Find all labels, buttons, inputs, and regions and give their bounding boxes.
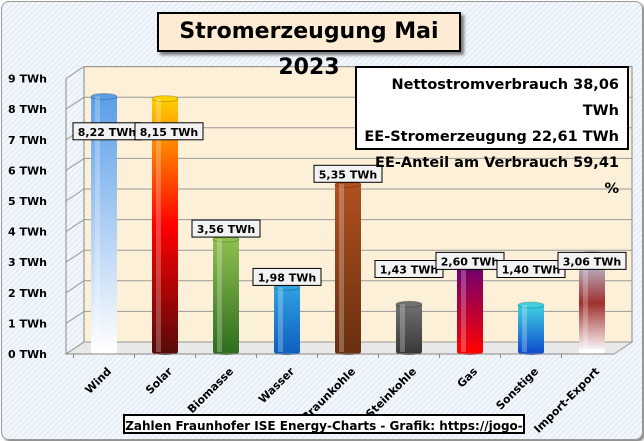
y-tick-label: 9 TWh (8, 73, 47, 86)
source-footer: Zahlen Fraunhofer ISE Energy-Charts - Gr… (123, 414, 525, 434)
bar-highlight (339, 184, 344, 352)
bar-highlight (583, 254, 588, 352)
bar-highlight (461, 268, 466, 352)
y-tick-label: 8 TWh (8, 103, 47, 116)
data-label: 1,40 TWh (502, 264, 560, 277)
gridline-side (65, 66, 85, 80)
y-tick-label: 0 TWh (8, 348, 47, 361)
data-label: 1,98 TWh (258, 271, 316, 284)
bar-gas (457, 268, 483, 352)
bar-braunkohle (335, 184, 361, 352)
data-label: 5,35 TWh (319, 168, 377, 181)
gridline-side (65, 280, 85, 294)
chart-title: Stromerzeugung Mai 2023 (157, 12, 461, 80)
info-box: Nettostromverbrauch 38,06 TWh EE-Stromer… (355, 66, 629, 197)
y-tick-label: 3 TWh (8, 256, 47, 269)
x-tick-label: Wasser (256, 365, 298, 407)
bar-highlight (95, 96, 100, 352)
data-label-box (134, 122, 204, 141)
info-line-renewable: EE-Stromerzeugung 22,61 TWh (364, 129, 619, 145)
data-label-box (191, 219, 261, 238)
gridline-side (65, 249, 85, 263)
x-tick-label: Solar (143, 365, 175, 397)
y-tick-label: 1 TWh (8, 317, 47, 330)
data-label-box (313, 164, 383, 183)
bar-solar (152, 98, 178, 352)
bar-import-export (579, 254, 605, 352)
info-line-share: EE-Anteil am Verbrauch 59,41 % (375, 155, 619, 197)
y-tick-label: 6 TWh (8, 164, 47, 177)
bar-highlight (400, 304, 405, 352)
x-tick-label: Wind (83, 365, 115, 397)
gridline-side (65, 188, 85, 202)
bar-sonstige (518, 305, 544, 352)
y-tick-label: 2 TWh (8, 287, 47, 300)
data-label-box (252, 267, 322, 286)
gridline-side (65, 310, 85, 324)
x-tick-label: Steinkohle (363, 365, 419, 421)
bar-steinkohle (396, 304, 422, 352)
data-label: 3,06 TWh (563, 255, 621, 268)
gridline-side (65, 341, 85, 355)
y-tick-label: 7 TWh (8, 134, 47, 147)
bar-highlight (217, 239, 222, 352)
bar-highlight (522, 305, 527, 352)
bar-top (517, 301, 545, 309)
gridline-side (65, 96, 85, 110)
bar-top (395, 300, 423, 308)
data-label: 2,60 TWh (441, 255, 499, 268)
data-label: 8,22 TWh (78, 126, 136, 139)
bar-biomasse (213, 239, 239, 352)
data-label: 1,43 TWh (380, 264, 438, 277)
info-line-consumption: Nettostromverbrauch 38,06 TWh (391, 77, 619, 119)
x-tick-label: Sonstige (494, 365, 542, 413)
data-label: 8,15 TWh (140, 126, 198, 139)
x-tick-label: Import-Export (531, 365, 602, 436)
data-label-box (557, 251, 627, 270)
bar-top (90, 92, 118, 100)
bar-highlight (156, 98, 161, 352)
bar-top (151, 95, 179, 103)
data-label: 3,56 TWh (197, 223, 255, 236)
gridline-side (65, 157, 85, 171)
gridline-side (65, 219, 85, 233)
y-tick-label: 5 TWh (8, 195, 47, 208)
y-tick-label: 4 TWh (8, 226, 47, 239)
x-tick-label: Biomasse (185, 365, 236, 416)
x-tick-label: Gas (455, 365, 481, 391)
bar-highlight (278, 287, 283, 352)
bar-wasser (274, 287, 300, 352)
